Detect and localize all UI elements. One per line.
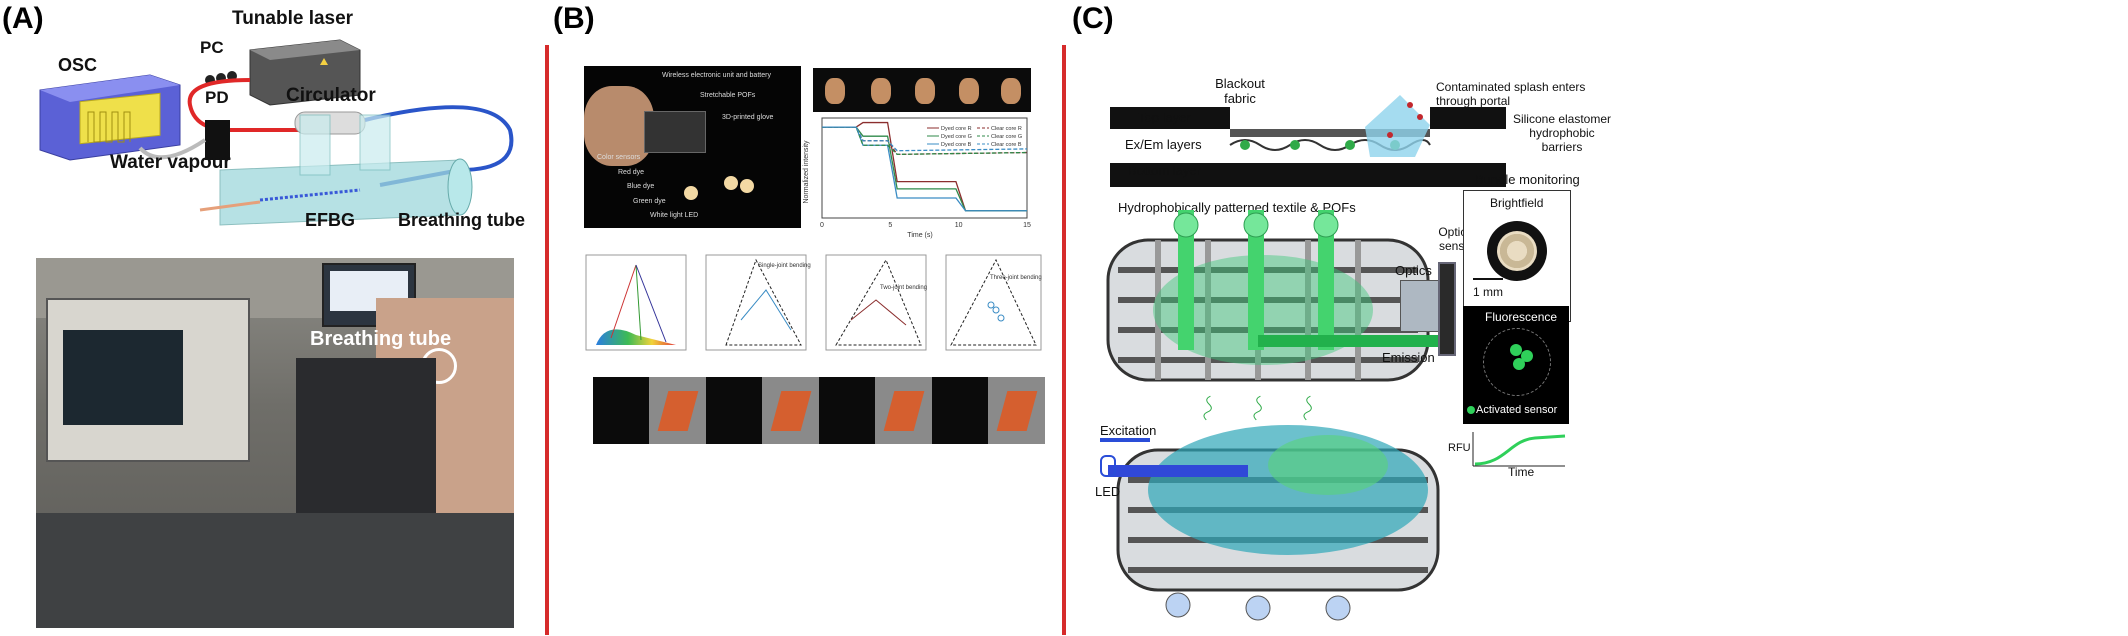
blue-fiber [364,105,514,187]
blackout-label: Blackout fabric [1215,76,1265,106]
pc-label: PC [200,38,224,57]
bottom-layer-label: Bottom layer [1128,163,1201,178]
x-tick-label: 10 [955,222,963,229]
plot-frame [821,117,1028,219]
single-joint-chart [705,254,807,351]
mini-chart-label: Three-joint bending [990,275,1042,281]
lower-textile [1108,425,1440,621]
glove-label: 3D-printed glove [722,114,774,121]
x-tick-label: 5 [888,222,892,229]
legend-label: Clear core G [991,134,1022,140]
intensity-line-chart: 0 5 10 15 Dyed core R Dyed core G Dyed core B C… [803,117,1031,239]
glove-label: Red dye [618,169,645,176]
textile-label: Hydrophobically patterned textile & POFs [1118,200,1356,215]
activated-sensor-marker [1467,406,1475,414]
chromaticity-chart [585,254,687,351]
y-axis-label: Normalized intensity [803,140,810,204]
tunable-laser-label: Tunable laser [232,8,354,29]
glove-photo [584,66,801,228]
mini-chart-label: Two-joint bending [880,285,928,291]
excitation-label: Excitation [1100,423,1157,438]
woven-textile-diagram [1106,210,1448,621]
optics-label: Optics [1395,263,1432,278]
fluorescence-panel [1463,306,1569,424]
efbg-label: EFBG [305,210,356,230]
rfu-label: RFU [1448,442,1471,454]
led-label: LED [1095,484,1121,499]
experimental-setup-diagram [39,39,514,226]
two-joint-chart [825,254,927,351]
rfu-curve [1472,432,1566,467]
exem-layers-label: Ex/Em layers [1125,137,1202,152]
glove-label: Color sensors [597,154,641,161]
top-layer-label: Top layer [1138,110,1191,125]
circulator-label: Circulator [286,85,376,106]
gesture-reconstruction-strip [593,377,1045,444]
optics-block [1400,280,1442,332]
upper-textile [1106,210,1448,382]
time-label: Time [1508,465,1535,479]
brightfield-label: Brightfield [1490,196,1544,210]
x-tick-label: 0 [820,222,824,229]
osc-label: OSC [58,55,98,75]
legend-label: Clear core R [991,126,1022,132]
color-space-charts [585,254,1042,351]
legend-label: Dyed core G [941,134,972,140]
panel-b-label: (B) [553,2,595,35]
three-joint-chart [945,254,1042,351]
emission-waves [1203,395,1312,421]
led-icon [1100,455,1116,477]
x-tick-label: 15 [1023,222,1031,229]
grey-fiber [138,138,207,160]
glove-label: Blue dye [627,183,655,190]
layer-cross-section [1110,95,1506,187]
oscilloscope [46,298,250,462]
glove-label: Stretchable POFs [700,92,756,99]
hand-gesture-strip [813,68,1031,112]
bundle-monitoring-label: Bundle monitoring [1475,172,1580,187]
lab-setup-photo [36,258,514,628]
glove-label: Wireless electronic unit and battery [662,72,771,79]
activated-sensor-label: Activated sensor [1476,404,1558,416]
divider-right [1062,45,1066,635]
pd-label: PD [205,88,229,107]
divider-left [545,45,549,635]
scale-bar [1473,278,1503,280]
tunable-laser-device [249,39,361,106]
splash-label: Contaminated splash enters through porta… [1436,80,1586,108]
fluorescence-label: Fluorescence [1485,310,1558,324]
breathing-tube [199,114,473,226]
photo-breathing-tube-label: Breathing tube [310,328,452,350]
pd-device [205,120,230,160]
instrument-stack [296,358,436,518]
glove-label: Green dye [633,198,666,205]
excitation-arrow [1100,438,1150,442]
legend-label: Clear core B [991,142,1022,148]
glove-label: White light LED [650,212,699,219]
legend-label: Dyed core R [941,126,972,132]
breathing-tube-label: Breathing tube [398,210,526,230]
series-line [822,126,1028,152]
panel-c-label: (C) [1072,2,1114,35]
scale-bar-label: 1 mm [1473,285,1503,299]
legend-label: Dyed core B [941,142,972,148]
optical-sensor [1438,262,1456,356]
panel-a-label: (A) [2,2,44,35]
x-axis-label: Time (s) [907,232,932,239]
osc-device [39,74,181,161]
water-vapour-label: Water vapour [110,152,231,173]
silicone-label: Silicone elastomer hydrophobic barriers [1512,112,1612,154]
mini-chart-label: Single-joint bending [758,263,811,269]
emission-label: Emission [1382,350,1435,365]
